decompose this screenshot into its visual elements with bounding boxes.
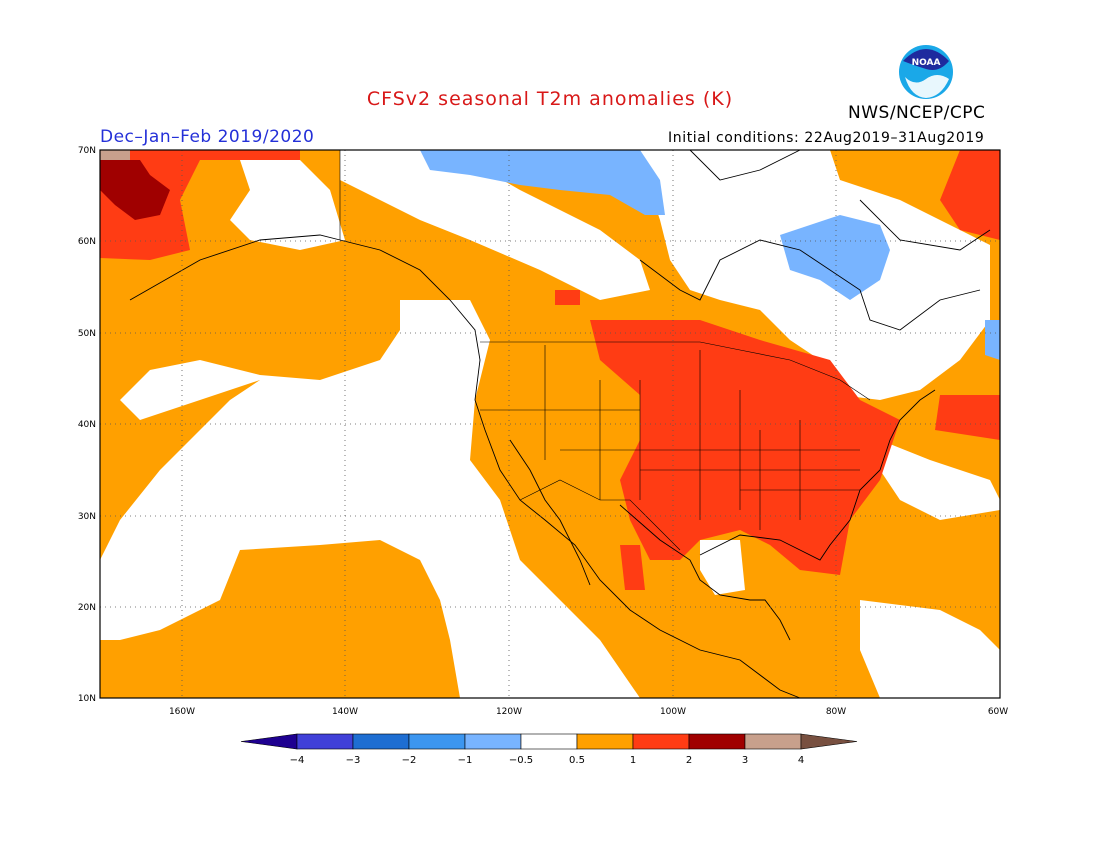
lat-label: 10N	[78, 694, 96, 704]
colorbar-cell	[576, 733, 634, 750]
colorbar-cell	[464, 733, 522, 750]
gridlines	[100, 150, 1000, 698]
colorbar-cells	[240, 733, 858, 750]
colorbar-label: 2	[686, 755, 692, 766]
noaa-logo: NOAA	[899, 45, 953, 99]
neutral-region-east-pacific	[100, 300, 640, 698]
lon-label: 140W	[332, 707, 358, 717]
colorbar-cell	[296, 733, 354, 750]
lat-label: 60N	[78, 237, 96, 247]
map-frame	[99, 149, 1001, 699]
lon-label: 60W	[988, 707, 1008, 717]
chart-title: CFSv2 seasonal T2m anomalies (K)	[366, 88, 734, 110]
colorbar-label: 3	[742, 755, 748, 766]
warm-region-mexico	[620, 545, 645, 590]
initial-conditions-label: Initial conditions: 22Aug2019–31Aug2019	[668, 130, 985, 146]
political-borders	[339, 150, 871, 551]
colorbar-cell	[632, 733, 690, 750]
lat-label: 20N	[78, 603, 96, 613]
colorbar-cell	[688, 733, 746, 750]
warm-region-atlantic	[935, 395, 1000, 440]
latitude-labels: 70N 60N 50N 40N 30N 20N 10N	[78, 146, 96, 704]
organization-label: NWS/NCEP/CPC	[848, 103, 986, 123]
colorbar-label: −1	[458, 755, 473, 766]
colorbar-labels: −4 −3 −2 −1 −0.5 0.5 1 2 3 4	[290, 755, 805, 766]
very-warm-region-siberia	[100, 160, 170, 220]
lat-label: 30N	[78, 512, 96, 522]
cold-region-labrador	[985, 320, 1000, 360]
warm-region-central-us	[590, 320, 900, 575]
lon-label: 160W	[169, 707, 195, 717]
colorbar-label: −3	[346, 755, 361, 766]
colorbar-cell	[240, 733, 298, 750]
season-label: Dec–Jan–Feb 2019/2020	[100, 127, 315, 147]
neutral-region-atlantic	[880, 440, 1000, 520]
cold-region-arctic	[420, 150, 665, 215]
lon-label: 120W	[496, 707, 522, 717]
colorbar-label: −0.5	[509, 755, 533, 766]
cold-region-hudson-bay	[780, 215, 890, 300]
lat-label: 40N	[78, 420, 96, 430]
lat-label: 70N	[78, 146, 96, 156]
colorbar-cell	[800, 733, 858, 750]
lon-label: 100W	[660, 707, 686, 717]
colorbar-label: 1	[630, 755, 636, 766]
svg-text:NOAA: NOAA	[912, 58, 941, 68]
colorbar-label: −4	[290, 755, 305, 766]
colorbar-label: 0.5	[569, 755, 585, 766]
lat-label: 50N	[78, 329, 96, 339]
warm-region-bc	[555, 290, 580, 305]
strong-warm-cell	[100, 150, 130, 160]
colorbar-cell	[744, 733, 802, 750]
longitude-labels: 160W 140W 120W 100W 80W 60W	[169, 707, 1008, 717]
colorbar-cell	[352, 733, 410, 750]
neutral-region-bering	[230, 160, 345, 250]
neutral-region-alaska	[340, 150, 650, 300]
colorbar-cell	[408, 733, 466, 750]
neutral-region-gulf	[700, 540, 745, 595]
colorbar-label: 4	[798, 755, 804, 766]
warm-region-greenland	[940, 150, 1000, 240]
colorbar-label: −2	[402, 755, 417, 766]
neutral-region-caribbean	[860, 600, 1000, 698]
colorbar-cell	[520, 733, 578, 750]
lon-label: 80W	[826, 707, 846, 717]
